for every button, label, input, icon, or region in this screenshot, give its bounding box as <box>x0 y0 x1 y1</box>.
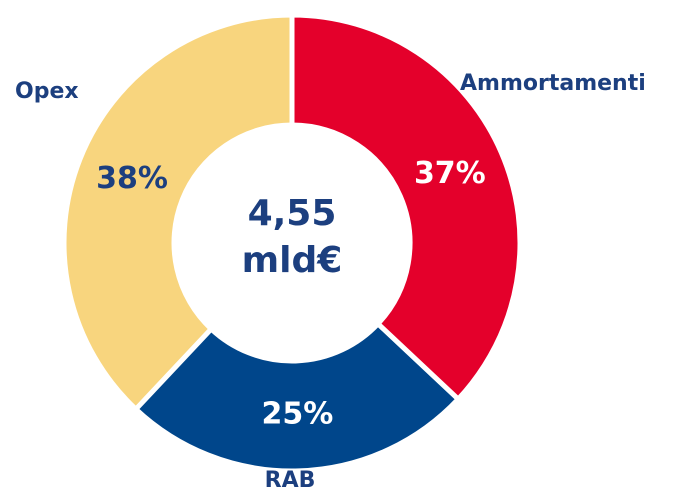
value-label: 38% <box>96 161 168 196</box>
category-label: Ammortamenti <box>460 71 646 96</box>
category-label: RAB <box>265 468 316 493</box>
center-text: mld€ <box>242 240 343 281</box>
center-text: 4,55 <box>248 193 337 234</box>
slice <box>289 12 523 403</box>
category-label: Opex <box>15 79 79 104</box>
value-label: 37% <box>414 156 486 191</box>
value-label: 25% <box>261 396 333 431</box>
slice <box>61 12 295 413</box>
slice <box>132 320 462 474</box>
